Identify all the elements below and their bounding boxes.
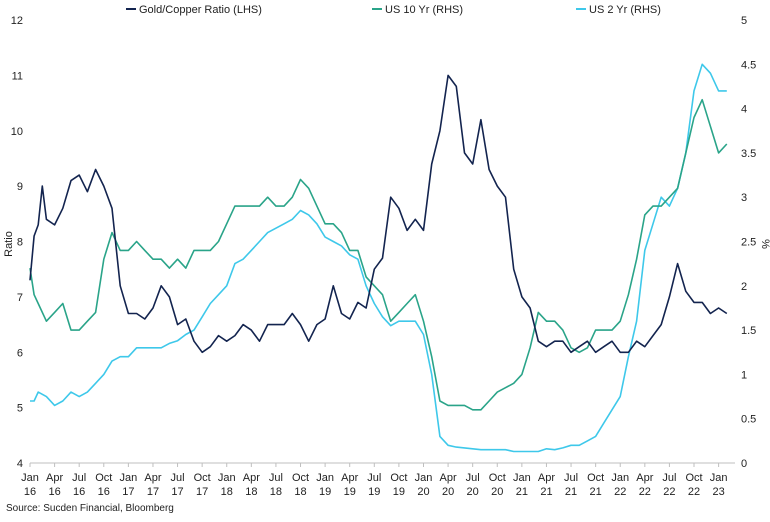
x-tick-month: Oct: [95, 472, 112, 484]
x-tick-month: Jul: [662, 472, 676, 484]
x-tick-year: 22: [663, 486, 675, 498]
x-axis-ticks: Jan 16 Apr 16 Jul 16 Oct 16 Jan 17 Apr 17 Jul 17 Oct 17…: [21, 463, 727, 498]
x-tick-month: Apr: [46, 472, 63, 484]
x-tick-year: 16: [98, 486, 110, 498]
right-tick-label: 1.5: [741, 325, 756, 337]
x-tick-month: Oct: [489, 472, 506, 484]
x-tick-month: Apr: [144, 472, 161, 484]
right-tick-label: 0.5: [741, 414, 756, 426]
left-axis-ticks: 4 5 6 7 8 9 10 11 12: [11, 15, 23, 470]
left-tick-label: 7: [17, 292, 23, 304]
x-tick-year: 18: [270, 486, 282, 498]
right-tick-label: 4.5: [741, 59, 756, 71]
left-tick-label: 10: [11, 126, 23, 138]
left-axis-title: Ratio: [3, 231, 15, 257]
right-tick-label: 3.5: [741, 148, 756, 160]
x-tick-year: 20: [467, 486, 479, 498]
x-tick-month: Jul: [466, 472, 480, 484]
x-tick-month: Oct: [685, 472, 702, 484]
x-tick-month: Apr: [636, 472, 653, 484]
x-tick-month: Apr: [341, 472, 358, 484]
left-tick-label: 5: [17, 403, 23, 415]
x-tick-month: Apr: [538, 472, 555, 484]
series-line-us10: [29, 98, 728, 411]
x-tick-month: Oct: [292, 472, 309, 484]
x-tick-year: 16: [73, 486, 85, 498]
right-tick-label: 2.5: [741, 237, 756, 249]
series-line-gold-copper: [29, 74, 728, 354]
x-tick-year: 17: [196, 486, 208, 498]
right-tick-label: 1: [741, 369, 747, 381]
legend: Gold/Copper Ratio (LHS) US 10 Yr (RHS) U…: [126, 4, 661, 16]
x-tick-year: 22: [639, 486, 651, 498]
x-tick-year: 18: [221, 486, 233, 498]
x-tick-year: 18: [245, 486, 257, 498]
left-tick-label: 8: [17, 237, 23, 249]
source-note: Source: Sucden Financial, Bloomberg: [6, 503, 174, 514]
left-tick-label: 6: [17, 347, 23, 359]
left-tick-label: 9: [17, 181, 23, 193]
x-tick-month: Jan: [611, 472, 629, 484]
x-tick-year: 16: [24, 486, 36, 498]
right-tick-label: 0: [741, 458, 747, 470]
left-tick-label: 4: [17, 458, 23, 470]
x-tick-month: Apr: [243, 472, 260, 484]
x-tick-year: 16: [48, 486, 60, 498]
x-tick-month: Jan: [316, 472, 334, 484]
right-axis-ticks: 0 0.5 1 1.5 2 2.5 3 3.5 4 4.5 5: [741, 15, 756, 470]
legend-label-gold-copper: Gold/Copper Ratio (LHS): [139, 4, 262, 16]
x-tick-month: Jan: [21, 472, 39, 484]
x-tick-year: 22: [614, 486, 626, 498]
x-tick-year: 23: [712, 486, 724, 498]
x-tick-year: 21: [540, 486, 552, 498]
x-tick-year: 19: [344, 486, 356, 498]
x-tick-month: Oct: [587, 472, 604, 484]
legend-label-us10: US 10 Yr (RHS): [385, 4, 463, 16]
right-tick-label: 3: [741, 192, 747, 204]
x-tick-month: Apr: [440, 472, 457, 484]
right-tick-label: 4: [741, 104, 747, 116]
x-tick-month: Jul: [564, 472, 578, 484]
x-tick-month: Jan: [513, 472, 531, 484]
right-tick-label: 2: [741, 281, 747, 293]
x-tick-year: 21: [565, 486, 577, 498]
x-tick-month: Jul: [72, 472, 86, 484]
x-tick-year: 21: [590, 486, 602, 498]
x-tick-month: Jan: [218, 472, 236, 484]
x-tick-year: 19: [393, 486, 405, 498]
x-tick-year: 17: [171, 486, 183, 498]
x-tick-year: 22: [688, 486, 700, 498]
series-line-us2: [30, 63, 727, 453]
right-axis-title: %: [759, 239, 770, 249]
left-tick-label: 12: [11, 15, 23, 27]
x-tick-year: 19: [319, 486, 331, 498]
x-tick-month: Jul: [367, 472, 381, 484]
x-tick-year: 17: [147, 486, 159, 498]
x-tick-year: 17: [122, 486, 134, 498]
x-tick-month: Jan: [710, 472, 728, 484]
x-tick-month: Oct: [390, 472, 407, 484]
x-tick-year: 20: [442, 486, 454, 498]
x-tick-year: 18: [294, 486, 306, 498]
x-tick-year: 20: [417, 486, 429, 498]
x-tick-year: 19: [368, 486, 380, 498]
x-tick-month: Jan: [415, 472, 433, 484]
x-tick-year: 21: [516, 486, 528, 498]
legend-label-us2: US 2 Yr (RHS): [589, 4, 661, 16]
x-tick-month: Jan: [119, 472, 137, 484]
x-tick-month: Jul: [171, 472, 185, 484]
series-layer: [29, 63, 728, 453]
right-tick-label: 5: [741, 15, 747, 27]
x-tick-month: Jul: [269, 472, 283, 484]
x-tick-month: Oct: [194, 472, 211, 484]
x-tick-year: 20: [491, 486, 503, 498]
left-tick-label: 11: [12, 70, 23, 82]
